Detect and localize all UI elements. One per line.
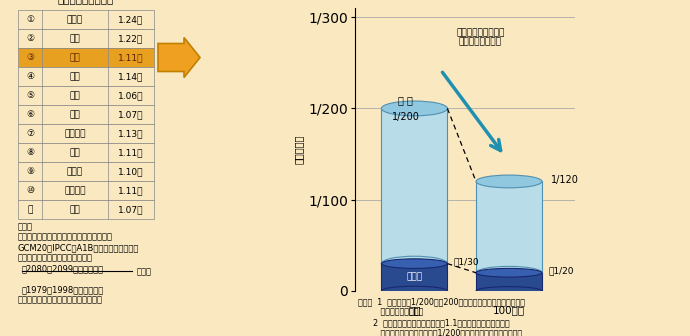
Ellipse shape xyxy=(476,175,542,188)
Bar xyxy=(476,273,542,291)
Text: 1.14倍: 1.14倍 xyxy=(118,72,144,81)
Text: 現在: 現在 xyxy=(408,305,421,315)
Bar xyxy=(18,181,154,200)
Ellipse shape xyxy=(476,268,542,277)
Text: 北海道: 北海道 xyxy=(67,15,83,24)
Text: ⑦: ⑦ xyxy=(26,129,34,138)
Text: 1.07倍: 1.07倍 xyxy=(118,110,144,119)
Text: 2  荷川において降雨量が将来絉1.1倍となった場合の現在目: 2 荷川において降雨量が将来絉1.1倍となった場合の現在目 xyxy=(358,318,510,327)
Text: （注）  1  治水安全度1/200は、200年に一度発生する規模の降雨に: （注） 1 治水安全度1/200は、200年に一度発生する規模の降雨に xyxy=(358,297,525,306)
Bar xyxy=(382,264,447,291)
Bar xyxy=(476,181,542,273)
Text: ③: ③ xyxy=(26,53,34,62)
Text: 1.11倍: 1.11倍 xyxy=(118,53,144,62)
Text: 四国南部: 四国南部 xyxy=(64,186,86,195)
Ellipse shape xyxy=(382,286,447,296)
Text: ⑨: ⑨ xyxy=(26,167,34,176)
Ellipse shape xyxy=(476,287,542,295)
Text: 1.10倍: 1.10倍 xyxy=(118,167,144,176)
Text: 全地球を計算の領域としている気候モデル: 全地球を計算の領域としている気候モデル xyxy=(18,233,113,242)
Text: 標としている治水安全度（1/200）、整備済の治水安全度（約: 標としている治水安全度（1/200）、整備済の治水安全度（約 xyxy=(358,329,522,336)
Text: 九州: 九州 xyxy=(70,205,80,214)
Text: 降雨量が増加すると: 降雨量が増加すると xyxy=(456,28,504,37)
Bar xyxy=(18,67,154,86)
Bar xyxy=(18,105,154,124)
Text: ⑤: ⑤ xyxy=(26,91,34,100)
Text: 中部: 中部 xyxy=(70,91,80,100)
Text: 整備済: 整備済 xyxy=(406,273,422,282)
Text: 瀮戸内: 瀮戸内 xyxy=(67,167,83,176)
Text: （1979－1998年の平均値）: （1979－1998年の平均値） xyxy=(22,285,104,294)
Text: ⑧: ⑧ xyxy=(26,148,34,157)
Ellipse shape xyxy=(382,256,447,271)
Text: 山陰: 山陰 xyxy=(70,148,80,157)
Text: 治水安全度は低下: 治水安全度は低下 xyxy=(459,37,502,46)
Bar xyxy=(18,10,154,29)
Text: 約1/20: 約1/20 xyxy=(549,266,574,276)
Text: 1.11倍: 1.11倍 xyxy=(118,186,144,195)
Text: ⑥: ⑥ xyxy=(26,110,34,119)
Text: 1.06倍: 1.06倍 xyxy=(118,91,144,100)
Text: 1/120: 1/120 xyxy=(551,175,579,184)
Text: 1.11倍: 1.11倍 xyxy=(118,148,144,157)
Text: を求め: を求め xyxy=(137,267,152,276)
Bar xyxy=(18,162,154,181)
Text: ⑩: ⑩ xyxy=(26,186,34,195)
Text: 1.07倍: 1.07倍 xyxy=(118,205,144,214)
Text: 将来の降雨量を予測（上記の中央値）: 将来の降雨量を予測（上記の中央値） xyxy=(18,295,103,304)
Polygon shape xyxy=(158,38,200,78)
Text: 関東: 関東 xyxy=(70,53,80,62)
Ellipse shape xyxy=(382,101,447,116)
Text: 紀伊南部: 紀伊南部 xyxy=(64,129,86,138)
Text: 目 標: 目 標 xyxy=(398,95,413,105)
Text: （注）: （注） xyxy=(18,222,33,231)
Text: 1.24倍: 1.24倍 xyxy=(119,15,144,24)
Text: 1.22倍: 1.22倍 xyxy=(119,34,144,43)
Bar xyxy=(18,200,154,219)
Text: ①: ① xyxy=(26,15,34,24)
Text: 近畑: 近畑 xyxy=(70,110,80,119)
Ellipse shape xyxy=(476,266,542,279)
Bar xyxy=(18,143,154,162)
Text: （2080－2099年の平均値）: （2080－2099年の平均値） xyxy=(22,264,104,273)
Text: 地域別降雨量の増加: 地域別降雨量の増加 xyxy=(58,0,114,4)
Text: 各調査地点の年最大日降水量から: 各調査地点の年最大日降水量から xyxy=(18,253,93,262)
Text: GCM20（IPCCのA1Bシナリオ）で求めた: GCM20（IPCCのA1Bシナリオ）で求めた xyxy=(18,243,139,252)
Text: ④: ④ xyxy=(26,72,34,81)
Text: 東北: 東北 xyxy=(70,34,80,43)
Text: ⑪: ⑪ xyxy=(28,205,32,214)
Y-axis label: 治水安全度: 治水安全度 xyxy=(294,135,304,164)
Text: 北陸: 北陸 xyxy=(70,72,80,81)
Text: 対応できる整備水準: 対応できる整備水準 xyxy=(358,307,423,317)
Text: ②: ② xyxy=(26,34,34,43)
Bar xyxy=(382,109,447,264)
Bar xyxy=(18,48,154,67)
Bar xyxy=(18,124,154,143)
Ellipse shape xyxy=(382,259,447,268)
Text: 1.13倍: 1.13倍 xyxy=(118,129,144,138)
Text: 約1/30: 約1/30 xyxy=(454,257,480,266)
Text: 100年後: 100年後 xyxy=(493,305,525,315)
Text: 1/200: 1/200 xyxy=(392,112,420,122)
Bar xyxy=(18,29,154,48)
Bar xyxy=(18,86,154,105)
